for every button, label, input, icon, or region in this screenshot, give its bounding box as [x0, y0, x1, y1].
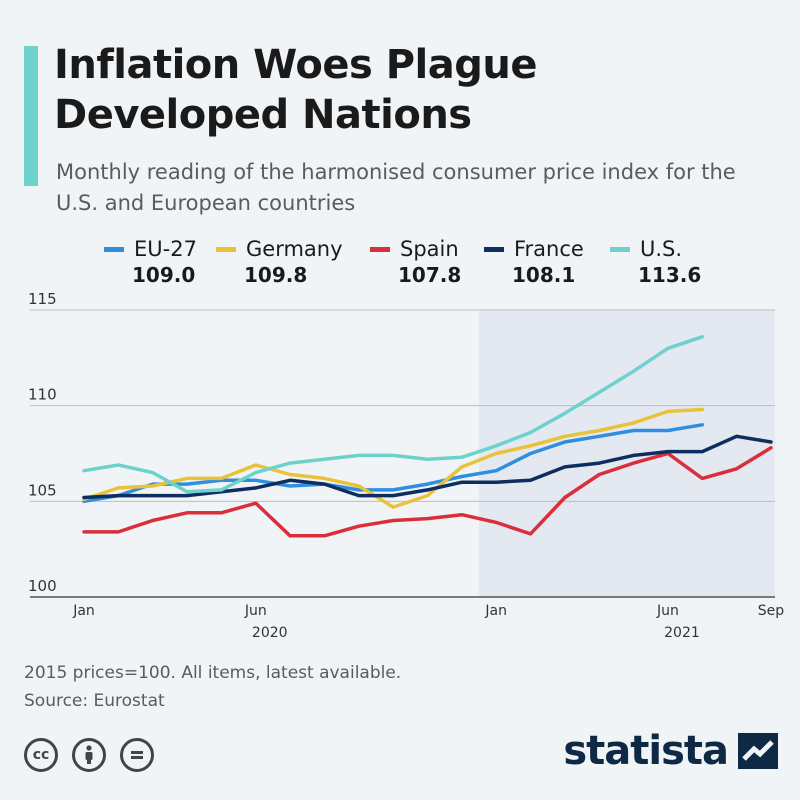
cc-icon[interactable]: cc: [24, 738, 58, 772]
legend-item-eu27: EU-27 109.0: [104, 236, 197, 288]
x-tick-label: Jan: [484, 603, 507, 619]
legend-item-us: U.S. 113.6: [610, 236, 701, 288]
legend-name: Germany: [246, 237, 343, 261]
series-line-u-s: [82, 335, 705, 494]
legend-name: U.S.: [640, 237, 683, 261]
legend-name: France: [514, 237, 584, 261]
legend-item-spain: Spain 107.8: [370, 236, 461, 288]
title-accent-bar: [24, 46, 38, 186]
attribution-icon[interactable]: [72, 738, 106, 772]
brand-name: statista: [563, 728, 729, 774]
page-subtitle: Monthly reading of the harmonised consum…: [56, 160, 736, 215]
x-group-label: 2021: [664, 625, 700, 641]
legend-item-france: France 108.1: [484, 236, 584, 288]
statista-mark-icon: [738, 733, 778, 769]
legend-swatch: [610, 246, 630, 252]
series-line-eu-27: [82, 423, 705, 504]
series-line-spain: [82, 446, 773, 538]
legend-swatch: [104, 246, 124, 252]
legend-value: 107.8: [398, 263, 462, 287]
legend-value: 109.8: [244, 263, 308, 287]
legend-name: EU-27: [134, 237, 197, 261]
x-tick-label: Jan: [72, 603, 95, 619]
series-line-germany: [82, 407, 705, 509]
legend-item-germany: Germany 109.8: [216, 236, 343, 288]
footnote: 2015 prices=100. All items, latest avail…: [24, 663, 402, 683]
legend-swatch: [216, 246, 236, 252]
series-line-france: [82, 434, 773, 500]
legend-name: Spain: [400, 237, 459, 261]
chart-legend: EU-27 109.0 Germany 109.8 Spain 107.8 Fr…: [0, 236, 800, 290]
x-tick-label: Jun: [656, 603, 679, 619]
legend-value: 108.1: [512, 263, 576, 287]
x-tick-label: Sep: [758, 603, 785, 619]
y-tick-label: 100: [28, 577, 57, 595]
legend-swatch: [370, 246, 390, 252]
y-tick-label: 105: [28, 481, 57, 499]
statista-logo[interactable]: statista: [563, 728, 778, 774]
line-chart: 100 105 110 115 Jan Jun Jan Jun Sep 2020 2021: [28, 290, 785, 641]
legend-value: 109.0: [132, 263, 196, 287]
legend-swatch: [484, 246, 504, 252]
y-tick-label: 110: [28, 386, 57, 404]
shaded-region-2021: [479, 310, 775, 597]
source-note: Source: Eurostat: [24, 691, 165, 711]
y-tick-label: 115: [28, 290, 57, 308]
x-group-label: 2020: [252, 625, 288, 641]
page-title: Inflation Woes Plague Developed Nations: [54, 42, 537, 138]
no-derivatives-icon[interactable]: [120, 738, 154, 772]
x-tick-label: Jun: [244, 603, 267, 619]
legend-value: 113.6: [638, 263, 702, 287]
